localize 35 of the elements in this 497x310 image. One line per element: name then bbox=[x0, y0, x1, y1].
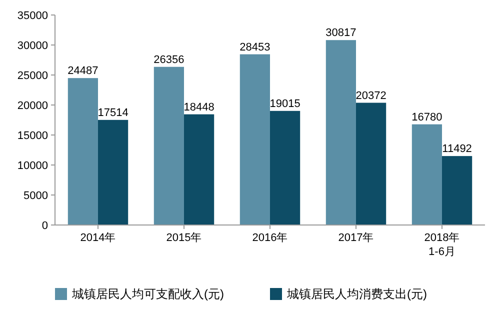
y-tick-label: 35000 bbox=[17, 10, 48, 22]
y-tick-label: 20000 bbox=[17, 100, 48, 112]
bar bbox=[412, 124, 442, 225]
data-label: 28453 bbox=[240, 41, 270, 54]
y-tick-label: 30000 bbox=[17, 40, 48, 52]
bar bbox=[356, 102, 386, 225]
data-label: 20372 bbox=[356, 90, 386, 102]
legend-label: 城镇居民人均可支配收入(元) bbox=[71, 287, 224, 302]
data-label: 16780 bbox=[412, 111, 442, 124]
bar bbox=[326, 40, 356, 225]
bar bbox=[98, 120, 128, 225]
bar bbox=[184, 114, 214, 225]
y-tick-label: 25000 bbox=[17, 70, 48, 82]
data-label: 30817 bbox=[326, 27, 356, 40]
data-label: 11492 bbox=[442, 143, 472, 156]
x-tick-label: 2016年 bbox=[252, 232, 288, 244]
data-label: 26356 bbox=[154, 54, 184, 66]
data-label: 18448 bbox=[184, 101, 214, 114]
x-tick-label: 2015年 bbox=[166, 232, 202, 244]
legend-label: 城镇居民人均消费支出(元) bbox=[286, 287, 427, 302]
bar bbox=[154, 66, 184, 225]
bar bbox=[68, 78, 98, 225]
data-label: 24487 bbox=[68, 65, 98, 78]
x-tick-label: 2018年 1-6月 bbox=[424, 232, 460, 258]
bar bbox=[240, 54, 270, 225]
y-tick-label: 10000 bbox=[17, 160, 48, 172]
y-tick-label: 5000 bbox=[24, 190, 48, 202]
data-label: 17514 bbox=[98, 106, 128, 119]
data-label: 19015 bbox=[270, 98, 300, 110]
bar bbox=[270, 110, 300, 225]
x-tick-label: 2014年 bbox=[80, 232, 116, 244]
y-tick-label: 0 bbox=[42, 220, 48, 232]
x-tick-label: 2017年 bbox=[338, 232, 374, 244]
y-tick-label: 15000 bbox=[17, 130, 48, 142]
bar bbox=[442, 156, 472, 225]
